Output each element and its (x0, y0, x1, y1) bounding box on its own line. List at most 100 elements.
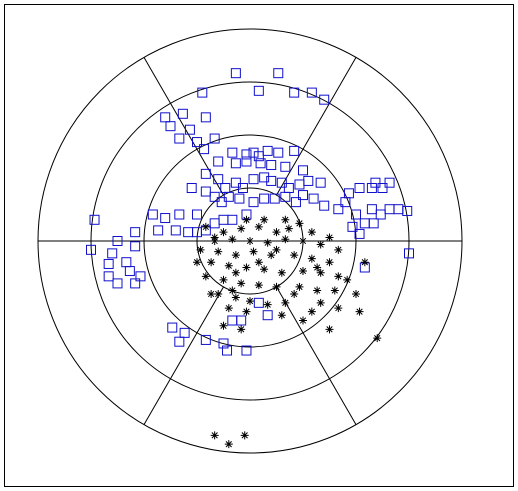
square-marker (184, 124, 195, 135)
square-marker (177, 108, 188, 119)
asterisk-marker (277, 268, 286, 277)
square-marker (368, 218, 379, 229)
asterisk-marker (290, 251, 299, 260)
square-marker (298, 190, 308, 201)
asterisk-marker (355, 307, 364, 316)
square-marker (241, 345, 252, 356)
square-marker (213, 156, 224, 167)
square-marker (248, 147, 259, 158)
square-marker (351, 209, 361, 220)
grid-spoke (143, 286, 224, 425)
square-marker (170, 225, 181, 236)
square-marker (223, 191, 234, 202)
asterisk-marker (299, 316, 307, 325)
square-marker (384, 177, 395, 188)
square-marker (354, 228, 365, 239)
asterisk-marker (334, 272, 343, 281)
square-marker (197, 87, 208, 98)
asterisk-marker (299, 267, 307, 276)
asterisk-marker (219, 321, 228, 330)
square-marker (347, 221, 358, 232)
square-marker (248, 174, 259, 185)
square-marker (253, 151, 264, 162)
square-marker (192, 209, 202, 220)
square-marker (199, 144, 210, 155)
square-marker (200, 186, 211, 197)
asterisk-marker (210, 431, 219, 440)
square-marker (241, 149, 252, 160)
square-marker (290, 197, 301, 208)
asterisk-marker (325, 325, 334, 334)
square-marker (259, 172, 270, 183)
square-marker (306, 87, 317, 98)
square-marker (86, 244, 96, 255)
square-marker (315, 177, 326, 188)
asterisk-marker (240, 431, 249, 440)
asterisk-marker (231, 293, 240, 302)
square-marker (298, 165, 308, 176)
asterisk-marker (263, 238, 272, 247)
asterisk-marker (237, 279, 246, 288)
square-marker (262, 310, 273, 321)
asterisk-marker (242, 215, 251, 224)
asterisk-marker (254, 258, 263, 267)
square-marker (280, 161, 291, 172)
square-marker (209, 191, 220, 202)
asterisk-marker (224, 440, 233, 449)
asterisk-marker (224, 261, 233, 270)
square-marker (174, 336, 185, 347)
square-marker (216, 197, 227, 208)
asterisk-marker (246, 237, 254, 245)
square-marker (308, 193, 319, 204)
asterisk-marker (193, 258, 201, 267)
asterisk-marker (242, 307, 251, 316)
asterisk-marker (260, 215, 269, 224)
square-marker (89, 214, 100, 225)
square-marker (218, 338, 229, 349)
grid-spoke (276, 286, 357, 425)
asterisk-marker (281, 298, 290, 307)
square-marker (174, 209, 185, 220)
square-marker (343, 188, 354, 199)
square-marker (165, 121, 176, 132)
square-marker (107, 248, 118, 259)
square-marker (276, 177, 287, 188)
square-marker (266, 160, 277, 171)
square-marker (253, 85, 264, 96)
asterisk-marker (281, 215, 290, 224)
asterisk-marker (228, 235, 237, 244)
square-marker (230, 177, 241, 188)
square-marker (230, 68, 241, 79)
asterisk-marker (330, 286, 339, 295)
asterisk-marker (295, 282, 304, 291)
square-marker (200, 112, 211, 123)
square-marker (248, 197, 259, 208)
square-marker (179, 327, 190, 338)
square-marker (160, 213, 171, 224)
asterisk-marker (246, 297, 254, 306)
asterisk-marker (219, 275, 228, 284)
square-marker (153, 225, 164, 236)
square-marker (266, 175, 277, 186)
asterisk-marker (352, 290, 360, 298)
asterisk-marker (316, 268, 325, 277)
asterisk-marker (242, 263, 251, 272)
asterisk-marker (299, 237, 307, 245)
square-marker (354, 183, 365, 193)
square-marker (255, 158, 266, 169)
asterisk-marker (373, 334, 382, 343)
asterisk-marker (260, 265, 269, 274)
square-marker (112, 236, 123, 246)
asterisk-marker (267, 251, 276, 260)
asterisk-marker (237, 325, 246, 334)
square-marker (112, 278, 123, 289)
square-marker (135, 271, 146, 282)
square-marker (103, 271, 114, 282)
square-marker (130, 278, 141, 289)
square-marker (303, 175, 314, 186)
asterisk-marker (263, 300, 272, 309)
asterisk-marker (201, 222, 210, 231)
square-marker (234, 193, 245, 204)
grid-spoke (276, 57, 357, 196)
square-marker (319, 94, 330, 105)
